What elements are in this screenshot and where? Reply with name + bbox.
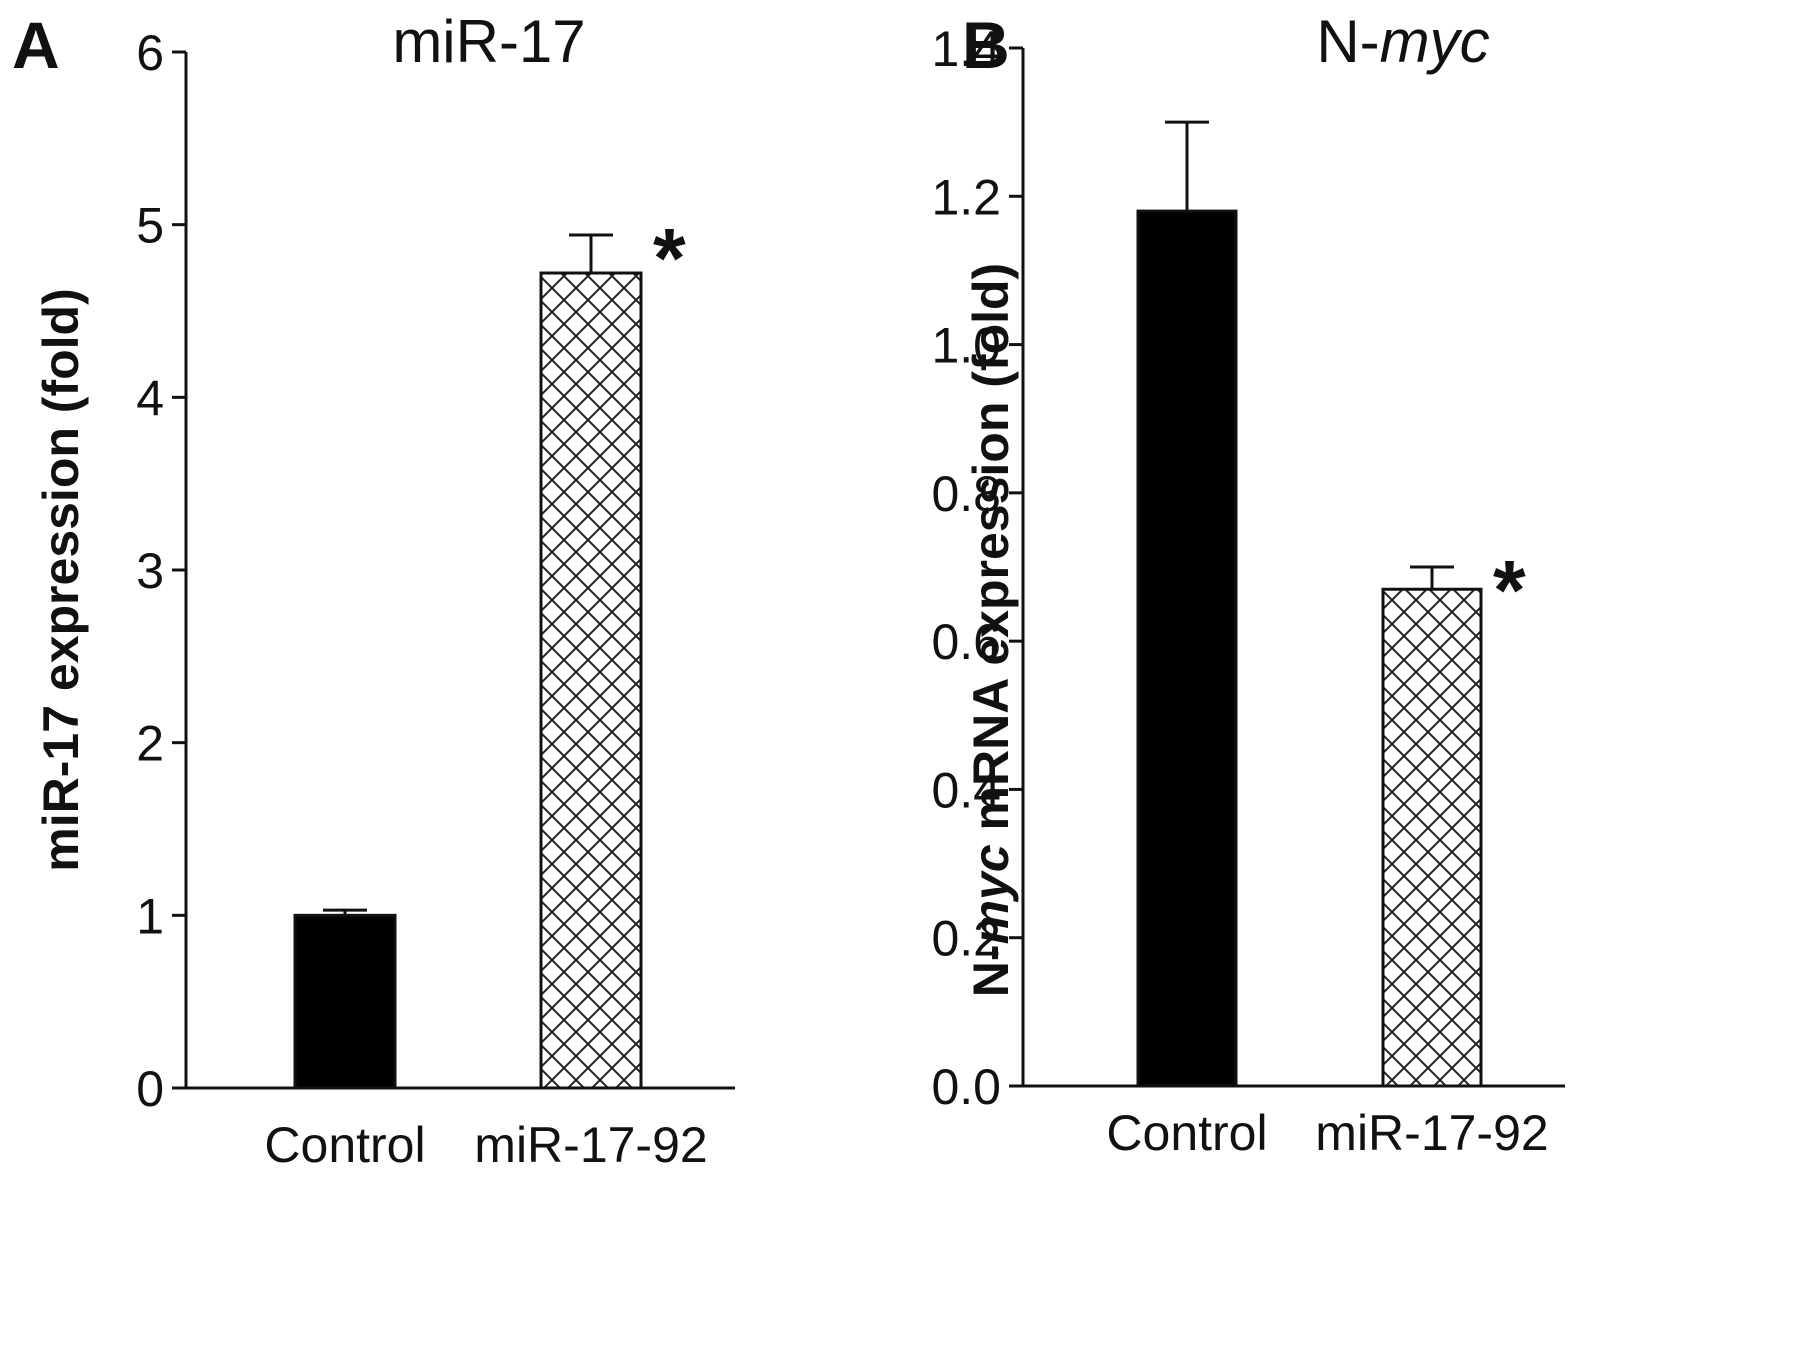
panel-b-y-tick-label: 0.4	[931, 762, 1001, 818]
panel-b-y-tick-label: 1.4	[931, 21, 1001, 77]
panel-a: A miR-17 miR-17 expression (fold) 0 1 2 3 4 5…	[12, 8, 735, 1173]
panel-b-title: N-myc	[1316, 8, 1489, 75]
panel-b-letter: B	[962, 8, 1010, 82]
panel-a-significance-marker: *	[653, 211, 686, 305]
panel-b-y-tick-label: 1.0	[931, 318, 1001, 374]
panel-b-y-tick-label: 0.2	[931, 911, 1001, 967]
panel-b-category-label: Control	[1106, 1105, 1267, 1161]
panel-a-y-tick-label: 0	[136, 1061, 164, 1117]
panel-a-plot: 0 1 2 3 4 5 6 Control * miR-17-92	[136, 25, 735, 1173]
panel-b-y-tick-label: 0.8	[931, 466, 1001, 522]
panel-b-y-tick-label: 0.6	[931, 614, 1001, 670]
panel-a-y-tick-label: 6	[136, 25, 164, 81]
panel-b-bar-mir-17-92	[1381, 587, 1483, 1088]
panel-b: B N-myc N-myc mRNA expression (fold) 0.0…	[931, 8, 1565, 1161]
panel-a-letter: A	[12, 8, 60, 82]
panel-b-significance-marker: *	[1493, 543, 1526, 637]
panel-a-bar-mir-17-92	[539, 271, 643, 1090]
panel-b-plot: 0.0 0.2 0.4 0.6 0.8 1.0 1.2 1.4 Control * miR-17-9…	[931, 21, 1565, 1161]
panel-b-y-tick-label: 0.0	[931, 1059, 1001, 1115]
panel-a-title: miR-17	[392, 8, 585, 75]
panel-b-bar-control	[1136, 209, 1238, 1088]
panel-a-y-tick-label: 5	[136, 198, 164, 254]
panel-a-y-tick-label: 2	[136, 716, 164, 772]
panel-b-category-label: miR-17-92	[1315, 1105, 1548, 1161]
panel-a-y-tick-label: 4	[136, 370, 164, 426]
panel-a-bar-control	[293, 913, 397, 1090]
panel-a-category-label: miR-17-92	[474, 1117, 707, 1173]
panel-a-category-label: Control	[264, 1117, 425, 1173]
panel-b-y-axis-label: N-myc mRNA expression (fold)	[963, 263, 1019, 997]
panel-a-y-axis-label: miR-17 expression (fold)	[33, 288, 89, 871]
panel-a-y-tick-label: 1	[136, 888, 164, 944]
panel-a-y-tick-label: 3	[136, 543, 164, 599]
panel-b-y-tick-label: 1.2	[931, 169, 1001, 225]
